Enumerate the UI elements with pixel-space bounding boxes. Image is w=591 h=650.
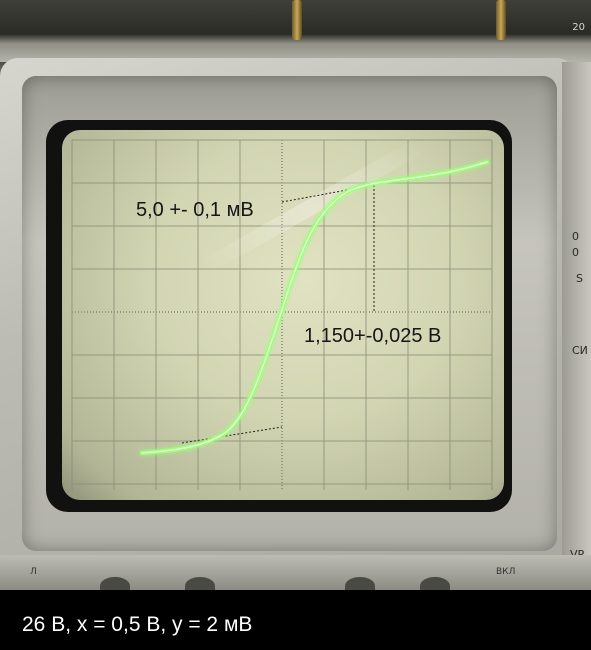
side-label: S [576, 272, 583, 285]
screen-overlay: 5,0 +- 0,1 мВ 1,150+-0,025 В [71, 139, 493, 490]
side-label: 0 [572, 230, 579, 243]
instrument-top-strip: 20 [0, 0, 591, 62]
bottom-label: Л [30, 567, 37, 577]
control-knob [420, 577, 450, 590]
side-label: СИ [572, 344, 588, 357]
graticule-grid [71, 139, 493, 490]
right-annotation: 1,150+-0,025 В [304, 325, 441, 347]
bottom-label: ВКЛ [496, 567, 516, 577]
side-control-panel: 0 0 S СИ VP [562, 62, 591, 590]
top-brass-knob [292, 0, 302, 40]
corner-label: 20 [572, 22, 585, 33]
signal-trace-core [141, 161, 488, 454]
control-knob [345, 577, 375, 590]
bottom-control-panel: Л ВКЛ [0, 555, 591, 590]
top-brass-knob [496, 0, 506, 40]
control-knob [100, 577, 130, 590]
side-label: 0 [572, 246, 579, 259]
screen-glare [202, 140, 422, 272]
upper-annotation: 5,0 +- 0,1 мВ [136, 199, 254, 221]
photo-caption: 26 В, x = 0,5 В, y = 2 мВ [22, 613, 253, 636]
control-knob [185, 577, 215, 590]
